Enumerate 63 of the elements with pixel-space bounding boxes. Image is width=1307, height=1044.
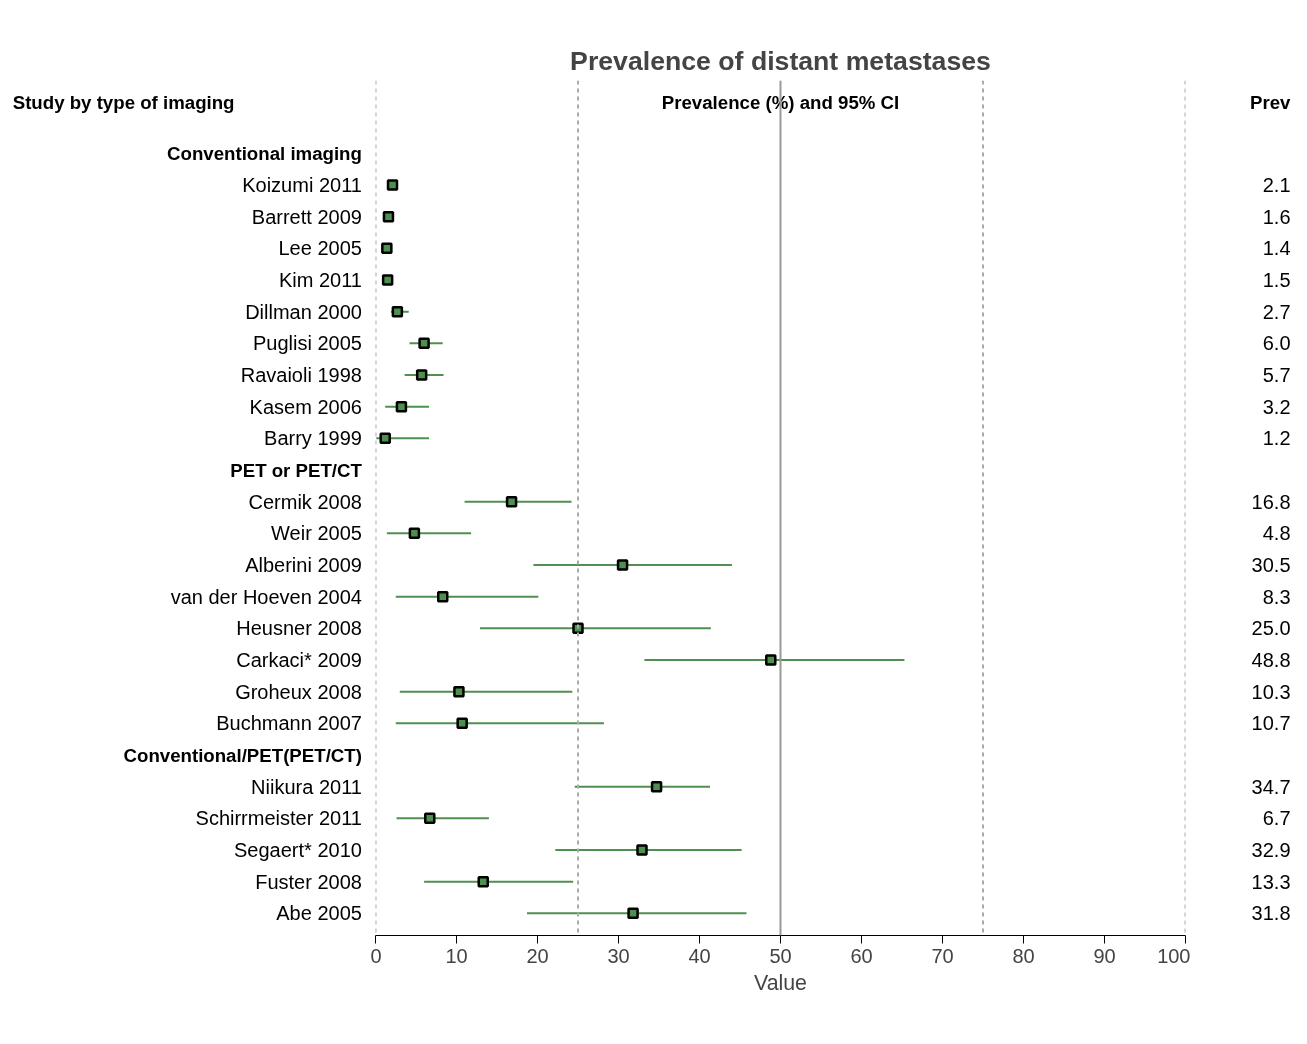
x-tick-label: 60 [850,944,873,967]
data-label: 32.9 [1251,839,1291,861]
data-label: 13.3 [1251,870,1291,893]
x-tick-label: 20 [526,944,549,967]
x-tick-label: 80 [1012,944,1035,967]
data-label: 4.8 [1262,522,1291,545]
y-tick-label: Alberini 2009 [245,554,362,576]
x-tick-label: 70 [931,944,954,967]
y-tick-label: Niikura 2011 [251,775,362,798]
y-tick-label: Cermik 2008 [248,490,362,513]
y-tick-label: Puglisi 2005 [252,332,362,355]
x-tick-label: 30 [607,944,630,967]
y-tick-label: Barrett 2009 [251,205,362,228]
y-tick-label: Kim 2011 [278,269,362,291]
data-label: 34.7 [1251,775,1291,798]
x-tick-label: 100 [1157,944,1191,967]
x-tick-label: 10 [445,944,468,967]
text: Prevalence (%) and 95% CI [661,92,900,114]
x-tick-label: 90 [1093,944,1116,967]
data-label: 16.8 [1251,490,1291,513]
data-label: 3.2 [1262,395,1291,418]
data-label: 2.7 [1262,300,1291,323]
data-label: 1.2 [1262,427,1291,450]
data-label: 25.0 [1251,617,1291,640]
x-tick-label: 50 [769,944,792,967]
y-tick-label: Carkaci* 2009 [236,649,362,671]
data-label: 6.0 [1262,332,1291,355]
y-tick-label: Fuster 2008 [255,870,362,893]
text: Study by type of imaging [12,92,235,114]
y-tick-label: Kasem 2006 [249,395,362,418]
x-tick-label: 40 [688,944,711,967]
y-tick-label: Schirrmeister 2011 [195,807,362,830]
y-tick-label: Ravaioli 1998 [240,364,362,386]
data-label: 10.7 [1251,712,1291,735]
y-tick-label: Abe 2005 [276,902,362,925]
y-tick-label: Buchmann 2007 [216,712,362,735]
data-label: 10.3 [1251,680,1291,703]
y-tick-label: PET or PET/CT [230,459,363,481]
data-label: 6.7 [1262,807,1291,830]
y-tick-label: Koizumi 2011 [242,174,362,196]
y-tick-label: Weir 2005 [271,522,362,545]
x-axis-title: Value [754,970,807,995]
data-label: 5.7 [1262,364,1291,386]
data-label: 1.6 [1262,205,1291,228]
y-tick-label: van der Hoeven 2004 [170,585,362,608]
chart-title: Prevalence of distant metastases [570,45,991,76]
data-label: 8.3 [1262,585,1291,608]
data-label: 48.8 [1251,649,1291,671]
y-tick-label: Groheux 2008 [235,680,362,703]
x-tick-label: 0 [370,944,382,967]
data-label: 2.1 [1262,174,1291,196]
y-tick-label: Barry 1999 [264,427,362,450]
y-tick-label: Lee 2005 [278,237,362,260]
data-label: 31.8 [1251,902,1291,925]
data-label: 30.5 [1251,554,1291,576]
data-label: 1.5 [1262,269,1291,291]
y-tick-label: Heusner 2008 [236,617,362,640]
text: Prev [1250,92,1292,114]
y-tick-label: Segaert* 2010 [234,839,362,861]
y-tick-label: Dillman 2000 [245,300,362,323]
y-tick-label: Conventional/PET(PET/CT) [123,744,362,766]
data-label: 1.4 [1262,237,1291,260]
y-tick-label: Conventional imaging [167,142,362,164]
